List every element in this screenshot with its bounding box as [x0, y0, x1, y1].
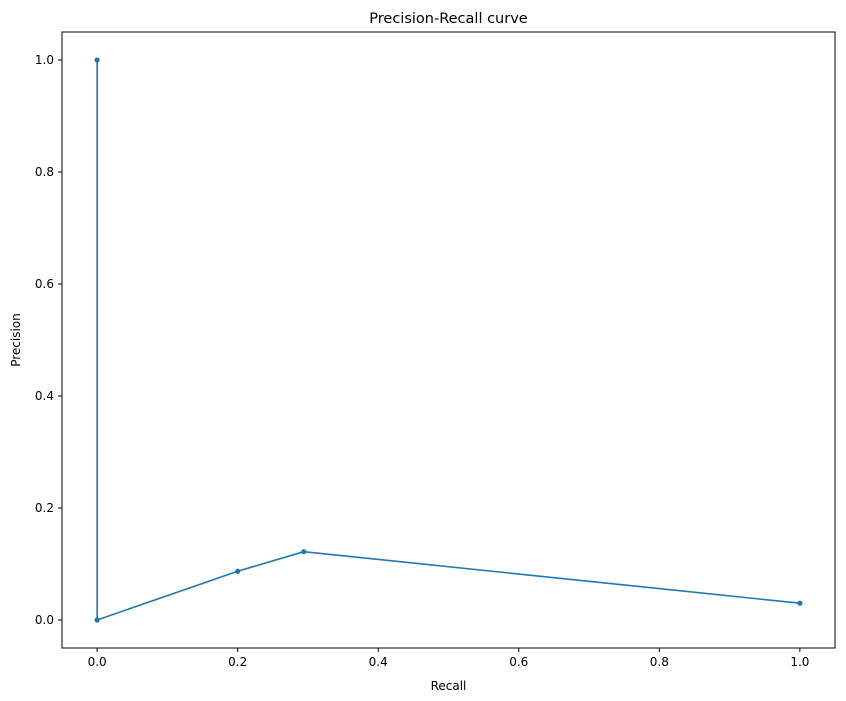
- x-tick-label: 0.2: [228, 655, 247, 669]
- data-point: [301, 549, 307, 555]
- y-tick-label: 1.0: [35, 53, 54, 67]
- y-tick-label: 0.6: [35, 277, 54, 291]
- chart-title: Precision-Recall curve: [369, 11, 528, 27]
- x-tick-label: 0.8: [650, 655, 669, 669]
- x-tick-label: 0.0: [88, 655, 107, 669]
- y-tick-label: 0.0: [35, 613, 54, 627]
- x-tick-label: 1.0: [790, 655, 809, 669]
- y-axis: 0.0 0.2 0.4 0.6 0.8 1.0: [35, 53, 62, 627]
- y-tick-label: 0.4: [35, 389, 54, 403]
- x-axis: 0.0 0.2 0.4 0.6 0.8 1.0: [88, 648, 809, 669]
- series-layer: [94, 57, 803, 623]
- data-point: [94, 57, 100, 63]
- data-point: [235, 568, 241, 574]
- data-point: [797, 600, 803, 606]
- y-tick-label: 0.8: [35, 165, 54, 179]
- plot-frame: [61, 31, 836, 649]
- data-point: [94, 617, 100, 623]
- x-axis-label: Recall: [431, 679, 467, 693]
- x-tick-label: 0.4: [369, 655, 388, 669]
- y-tick-label: 0.2: [35, 501, 54, 515]
- y-axis-label: Precision: [9, 313, 23, 367]
- x-tick-label: 0.6: [509, 655, 528, 669]
